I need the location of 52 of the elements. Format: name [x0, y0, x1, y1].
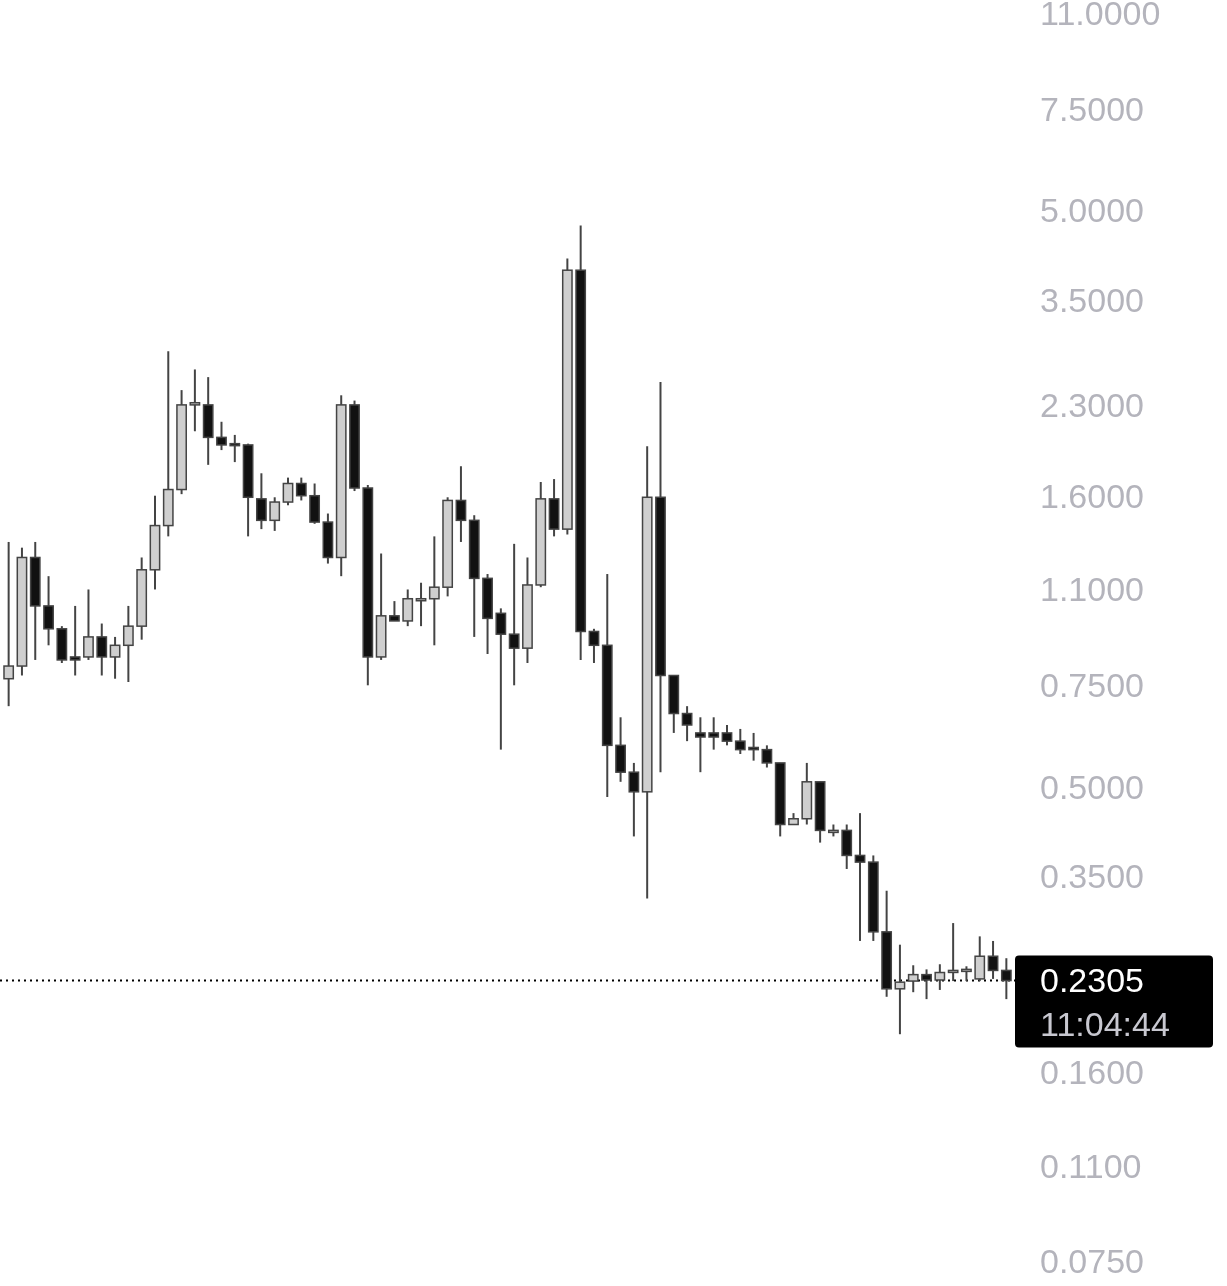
candlestick [761, 744, 773, 769]
y-tick-label: 0.7500 [1040, 666, 1144, 705]
y-tick-label: 2.3000 [1040, 385, 1144, 424]
y-tick-label: 0.3500 [1040, 856, 1144, 895]
candlestick [974, 935, 986, 983]
y-tick-label: 0.1600 [1040, 1052, 1144, 1091]
y-tick-label: 1.6000 [1040, 476, 1144, 515]
candlestick [987, 939, 999, 980]
y-tick-label: 0.5000 [1040, 767, 1144, 806]
candlestick [721, 723, 733, 747]
candlestick [43, 575, 54, 647]
y-tick-label: 0.0750 [1040, 1242, 1144, 1281]
candlestick [734, 727, 746, 755]
candlestick [282, 476, 294, 507]
candlestick [428, 535, 440, 647]
candlestick [83, 588, 94, 661]
candlestick [708, 716, 720, 751]
candlestick [455, 465, 467, 543]
candlestick [229, 433, 241, 464]
candlestick [681, 705, 693, 743]
candlestick [122, 604, 134, 683]
candlestick [854, 812, 866, 942]
candlestick [947, 922, 959, 983]
candlestick [1000, 957, 1012, 1001]
candlestick [402, 588, 414, 628]
y-tick-label: 3.5000 [1040, 280, 1144, 319]
candlestick [255, 472, 267, 531]
candlestick [588, 627, 600, 664]
y-tick-label: 1.1000 [1040, 570, 1144, 609]
candlestick [269, 496, 281, 532]
candlestick [69, 604, 81, 677]
candlestick [894, 943, 906, 1036]
candlestick [628, 761, 640, 838]
y-tick-label: 11.0000 [1040, 0, 1161, 33]
candlestick [96, 622, 108, 677]
candlestick [389, 600, 400, 622]
candlestick [109, 635, 121, 680]
candlestick [495, 607, 507, 751]
y-tick-label: 7.5000 [1040, 90, 1144, 129]
y-tick-label: 0.1100 [1040, 1146, 1142, 1185]
candlestick [189, 368, 201, 433]
candlestick [934, 963, 946, 991]
candlestick [508, 542, 520, 687]
candlestick [921, 968, 932, 1001]
y-tick-label: 5.0000 [1040, 191, 1144, 230]
candlestick [907, 964, 919, 994]
candlestick [216, 420, 227, 452]
text: 11:04:44 [1040, 1005, 1170, 1044]
candlestick [295, 476, 307, 502]
ref-line-label: 0.2305 [1040, 961, 1144, 1000]
candlestick [694, 716, 706, 774]
candlestick [3, 540, 15, 708]
